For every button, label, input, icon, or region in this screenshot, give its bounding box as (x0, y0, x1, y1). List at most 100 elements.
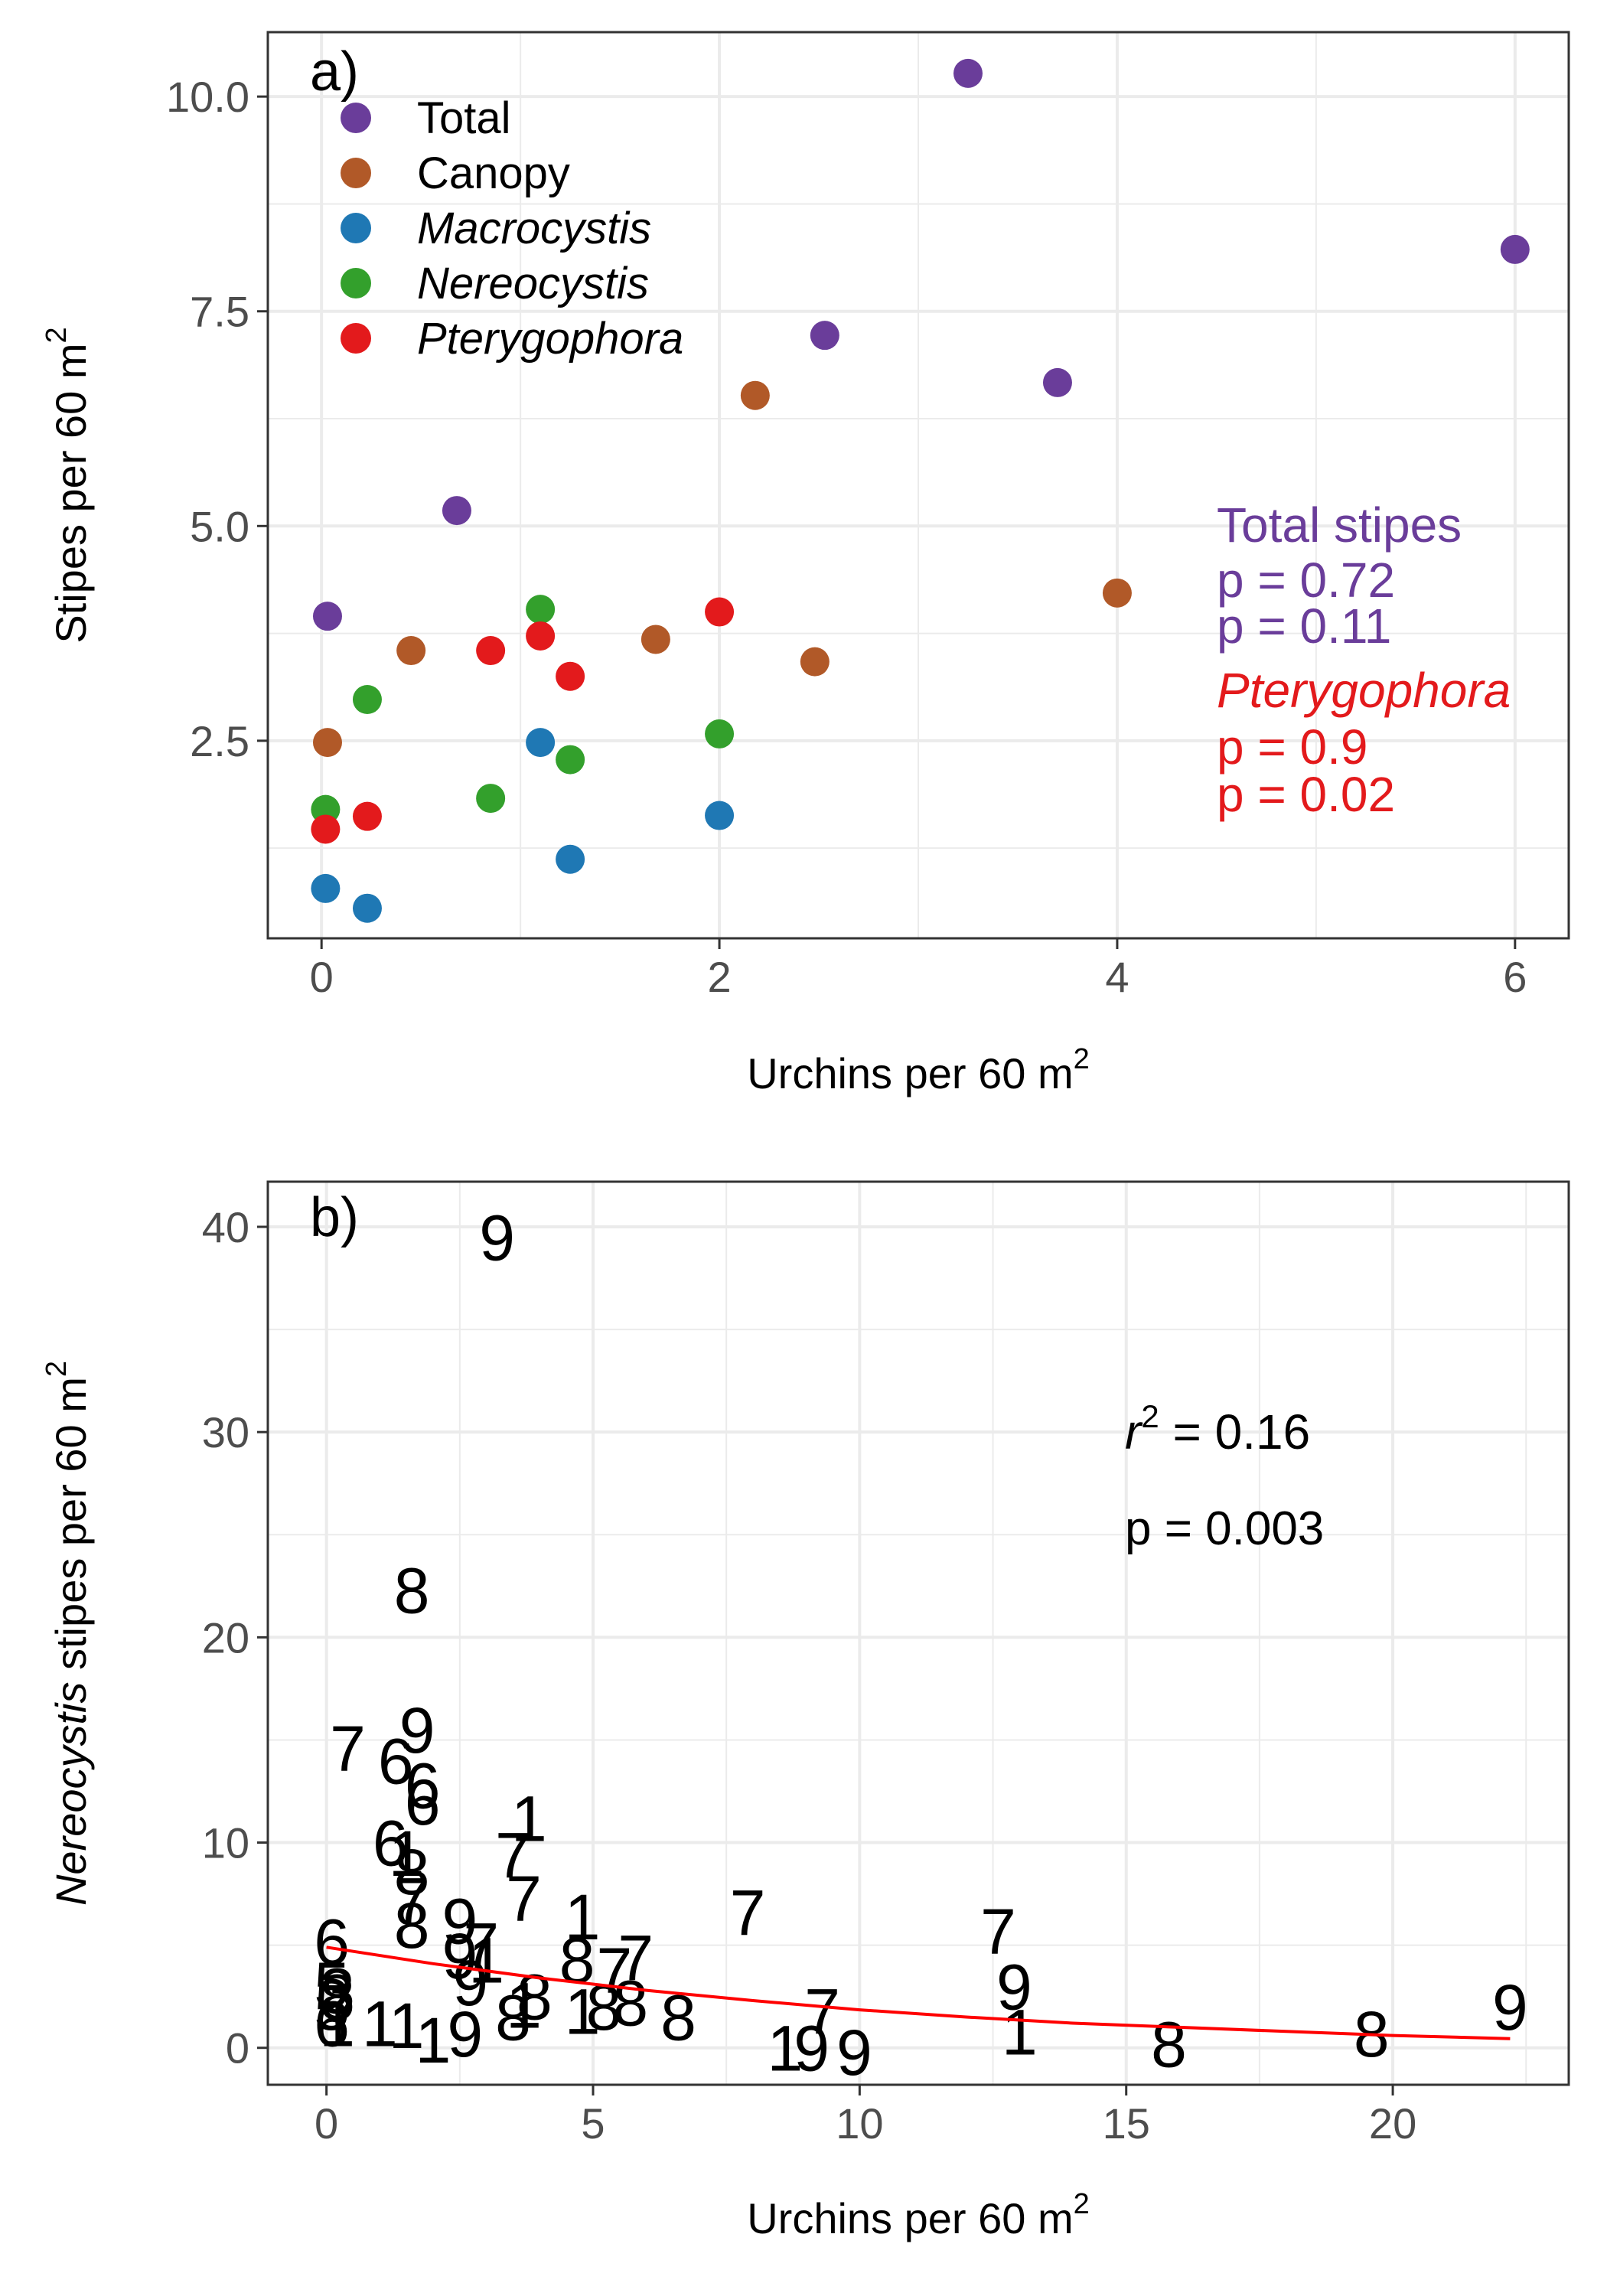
point-label: 6 (373, 1808, 409, 1880)
point-label: 6 (405, 1766, 441, 1838)
panel-b-y-axis-title: Nereocystis stipes per 60 m2 (41, 1361, 95, 1906)
y-tick-label: 10.0 (166, 73, 249, 121)
x-tick-label: 10 (836, 2099, 883, 2148)
x-tick-label: 6 (1503, 953, 1527, 1001)
point-label: 9 (1492, 1971, 1528, 2043)
point-label: 6 (314, 1906, 350, 1978)
point-label: 9 (447, 1998, 483, 2070)
legend-label-nereocystis: Nereocystis (417, 259, 649, 308)
point-nereocystis (352, 685, 382, 715)
point-label: 6 (314, 1988, 350, 2060)
panel-b-x-axis-title: Urchins per 60 m2 (747, 2188, 1090, 2242)
point-label: 1 (506, 1969, 542, 2041)
legend-key-pterygophora (341, 323, 371, 354)
legend-label-pterygophora: Pterygophora (417, 314, 683, 364)
r-squared-annotation: r2 = 0.16 (1125, 1398, 1310, 1459)
point-label: 1 (767, 2013, 803, 2085)
legend-label-total: Total (417, 93, 511, 143)
point-label: 8 (394, 1836, 430, 1908)
point-label: 8 (394, 1890, 430, 1962)
panel-a-border (266, 31, 1570, 940)
point-label: 1 (565, 1881, 601, 1953)
point-nereocystis (556, 745, 585, 775)
point-label: 7 (980, 1896, 1016, 1968)
annotation-total-p2: p = 0.11 (1217, 598, 1391, 654)
point-label: 5 (314, 1949, 350, 2021)
panel-a-grid (268, 32, 1569, 938)
y-tick-label: 5.0 (190, 502, 249, 550)
panel-b-grid (268, 1182, 1569, 2085)
p-value-annotation: p = 0.003 (1125, 1502, 1324, 1555)
point-nereocystis (526, 595, 556, 625)
annotation-total-p1: p = 0.72 (1217, 553, 1395, 608)
point-label: 7 (804, 1975, 840, 2047)
panel-b-y-axis: 0 10 20 30 40 (202, 1203, 268, 2073)
annotation-ptery-p2: p = 0.02 (1217, 767, 1395, 822)
point-macrocystis (352, 893, 382, 923)
point-total (312, 602, 342, 631)
point-label: 1 (511, 1782, 547, 1854)
y-tick-label: 10 (202, 1819, 249, 1867)
point-canopy (800, 647, 830, 677)
point-label: 7 (495, 1820, 531, 1892)
panel-a-points (311, 58, 1530, 923)
point-total (810, 321, 839, 351)
point-total (442, 496, 471, 526)
legend-label-canopy: Canopy (417, 148, 570, 198)
point-label: 1 (389, 1818, 425, 1890)
point-label: 1 (362, 1988, 398, 2060)
x-tick-label: 15 (1103, 2099, 1150, 2148)
point-label: 6 (405, 1750, 441, 1821)
x-tick-label: 2 (707, 953, 731, 1001)
x-tick-label: 0 (315, 2099, 338, 2148)
panel-a-y-axis-title: Stipes per 60 m2 (41, 327, 95, 643)
y-tick-label: 0 (226, 2024, 249, 2073)
point-label: 9 (996, 1951, 1032, 2023)
point-label: 1 (468, 1924, 504, 1996)
panel-a-annotations: Total stipes p = 0.72 p = 0.11 Pterygoph… (1217, 497, 1511, 822)
y-tick-label: 20 (202, 1613, 249, 1662)
legend-key-macrocystis (341, 213, 371, 243)
point-pterygophora (311, 814, 341, 844)
panel-b-x-axis: 0 5 10 15 20 (315, 2085, 1416, 2148)
point-label: 9 (836, 2017, 872, 2089)
y-tick-label: 30 (202, 1408, 249, 1456)
legend-key-total (341, 103, 371, 133)
point-label: 8 (1151, 2008, 1187, 2080)
point-pterygophora (526, 621, 556, 651)
x-tick-label: 0 (310, 953, 334, 1001)
point-label: 1 (416, 2004, 451, 2076)
point-label: 8 (319, 1962, 355, 2033)
y-tick-label: 2.5 (190, 717, 249, 765)
point-pterygophora (352, 801, 382, 831)
legend-label-macrocystis: Macrocystis (417, 204, 651, 253)
point-label: 9 (794, 2013, 830, 2085)
point-label: 7 (618, 1923, 654, 1994)
point-label: 9 (479, 1202, 515, 1274)
point-label: 9 (442, 1885, 478, 1957)
point-macrocystis (705, 801, 735, 830)
panel-a-x-axis: 0 2 4 6 (310, 938, 1527, 1001)
point-label: 3 (319, 1955, 355, 2027)
legend-key-nereocystis (341, 268, 371, 298)
annotation-ptery-p1: p = 0.9 (1217, 719, 1368, 775)
point-label: 6 (378, 1725, 414, 1797)
point-label: 7 (330, 1713, 366, 1785)
panel-a-y-axis: 2.5 5.0 7.5 10.0 (166, 73, 268, 765)
point-label: 8 (517, 1962, 553, 2033)
point-canopy (396, 636, 426, 666)
point-canopy (312, 728, 342, 758)
point-pterygophora (556, 661, 585, 691)
point-macrocystis (556, 844, 585, 874)
point-label: 9 (442, 1920, 478, 1992)
point-label: 8 (495, 1982, 531, 2054)
point-label: 7 (730, 1877, 766, 1949)
panel-a-tag: a) (310, 41, 359, 103)
point-canopy (740, 380, 770, 410)
panel-a-x-axis-title: Urchins per 60 m2 (747, 1043, 1090, 1097)
point-label: 8 (612, 1968, 648, 2040)
